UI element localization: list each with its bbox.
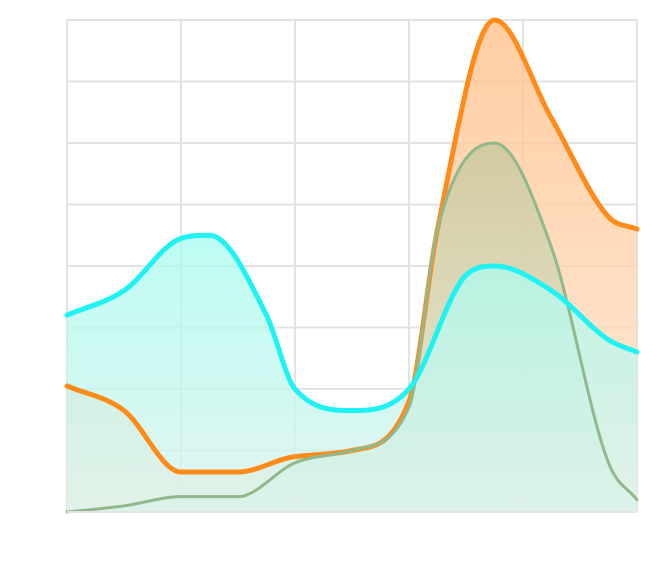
series-lines — [64, 17, 640, 514]
series-line-3 — [64, 232, 640, 414]
series-area-3 — [67, 235, 637, 512]
series-line-2 — [65, 141, 639, 514]
